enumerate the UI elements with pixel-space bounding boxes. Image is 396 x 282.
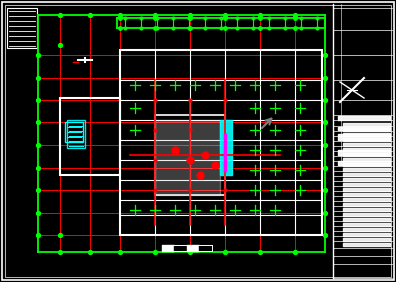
Bar bbox=[7, 8, 37, 48]
Bar bbox=[220, 120, 232, 175]
Bar bbox=[155, 120, 220, 195]
Bar bbox=[60, 98, 120, 175]
Bar bbox=[67, 120, 85, 148]
Bar bbox=[155, 115, 225, 195]
Bar bbox=[120, 50, 322, 235]
Bar bbox=[65, 122, 83, 142]
